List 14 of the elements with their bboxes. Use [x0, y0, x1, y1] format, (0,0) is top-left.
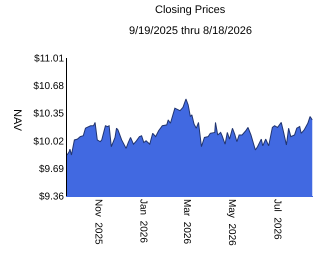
chart-title: Closing Prices	[155, 4, 226, 16]
x-tick-label: May 2026	[226, 199, 238, 246]
x-tick-label: Mar 2026	[181, 199, 192, 244]
y-tick-label: $9.36	[38, 192, 64, 202]
x-tick-label: Jul 2026	[271, 199, 282, 240]
x-tick-label: Nov 2025	[92, 199, 104, 246]
y-axis-title: NAV	[11, 109, 24, 132]
y-tick-label: $11.01	[34, 54, 64, 64]
y-tick-label: $10.68	[33, 81, 64, 92]
chart-subtitle: 9/19/2025 thru 8/18/2026	[129, 25, 252, 37]
y-tick-label: $10.02	[33, 136, 64, 148]
y-tick-label: $10.35	[33, 108, 64, 120]
x-tick-label: Jan 2026	[138, 199, 149, 244]
y-tick-label: $9.69	[38, 164, 64, 175]
